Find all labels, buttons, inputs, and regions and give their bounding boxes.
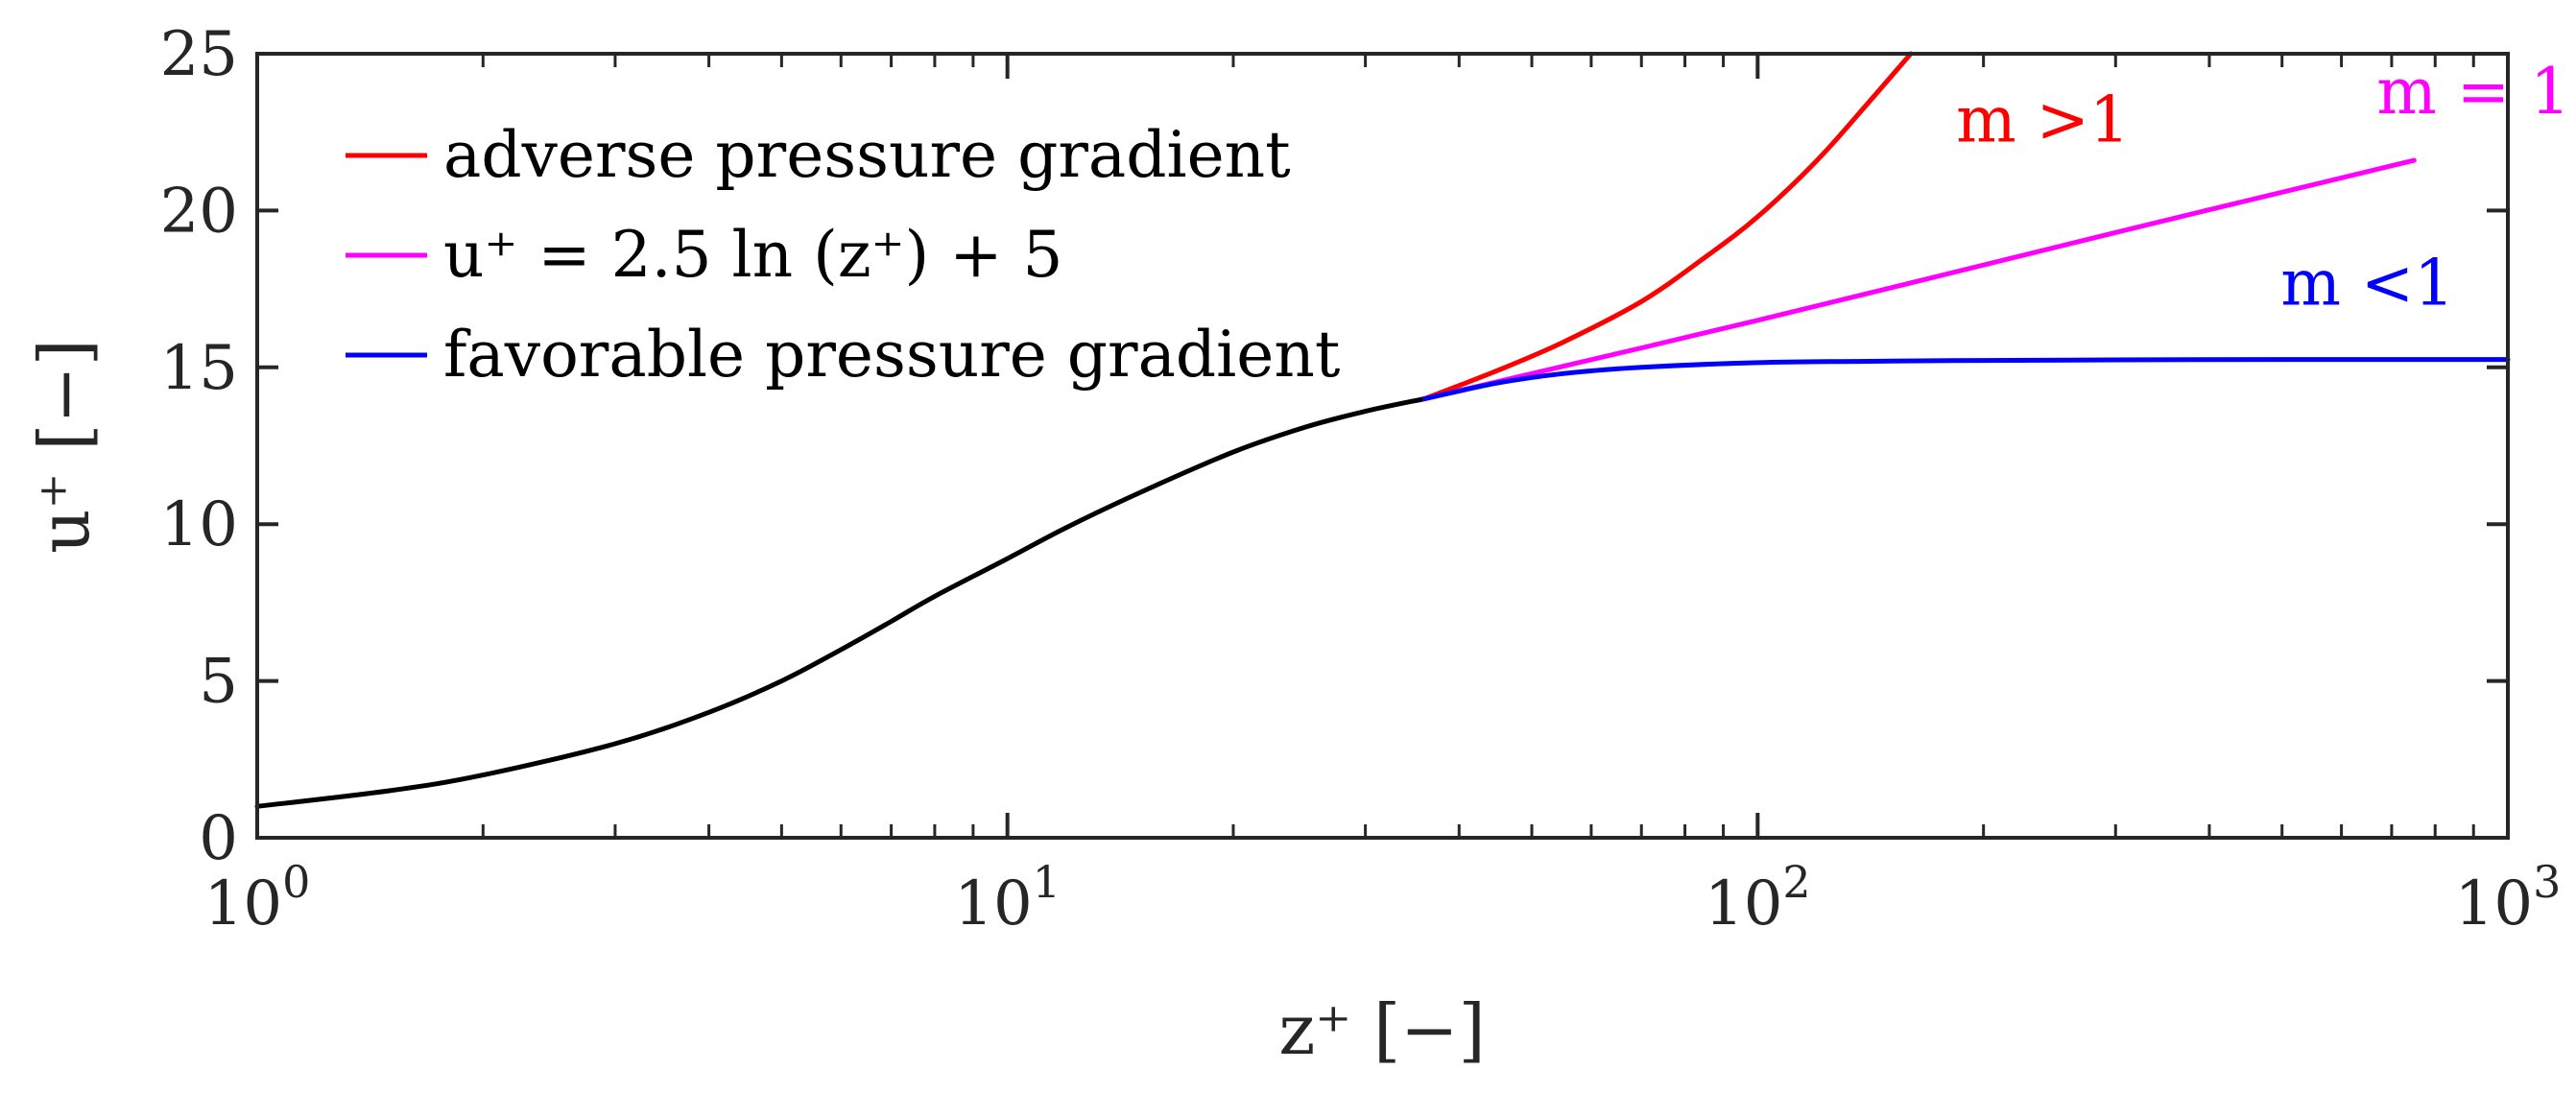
series-line-base bbox=[254, 396, 1427, 809]
series-line-adverse bbox=[1422, 51, 1914, 401]
tick-layer: 0 5 10 15 20 25 100 101 102 103 bbox=[160, 19, 2562, 939]
x-tick-label: 103 bbox=[2455, 856, 2562, 939]
y-tick-label: 10 bbox=[160, 489, 238, 560]
y-tick-label: 0 bbox=[199, 803, 238, 874]
x-tick-label: 100 bbox=[204, 856, 311, 939]
series-line-favorable bbox=[1422, 357, 2511, 401]
plot-frame bbox=[255, 52, 2510, 840]
x-tick-label: 101 bbox=[954, 856, 1061, 939]
legend-item-log-law-label: u⁺ = 2.5 ln (z⁺) + 5 bbox=[443, 218, 1063, 292]
annotation-m-equal-1: m = 1 bbox=[2376, 55, 2570, 129]
y-tick-label: 25 bbox=[160, 19, 238, 90]
y-axis-label: u⁺ [−] bbox=[24, 339, 105, 554]
annotation-layer: m >1 m = 1 m <1 bbox=[1956, 55, 2570, 320]
legend-item-favorable-label: favorable pressure gradient bbox=[443, 318, 1340, 392]
annotation-m-less-1: m <1 bbox=[2280, 246, 2454, 320]
y-tick-label: 15 bbox=[160, 333, 238, 404]
legend-item-adverse-label: adverse pressure gradient bbox=[443, 118, 1291, 192]
annotation-m-greater-1: m >1 bbox=[1956, 83, 2130, 157]
series-line-log-law bbox=[1422, 157, 2417, 401]
y-tick-label: 20 bbox=[160, 176, 238, 247]
y-tick-label: 5 bbox=[199, 647, 238, 718]
legend: adverse pressure gradient u⁺ = 2.5 ln (z⁺… bbox=[346, 118, 1340, 392]
series-layer bbox=[254, 51, 2511, 809]
x-tick-label: 102 bbox=[1705, 856, 1811, 939]
x-axis-label: z⁺ [−] bbox=[1278, 989, 1485, 1070]
